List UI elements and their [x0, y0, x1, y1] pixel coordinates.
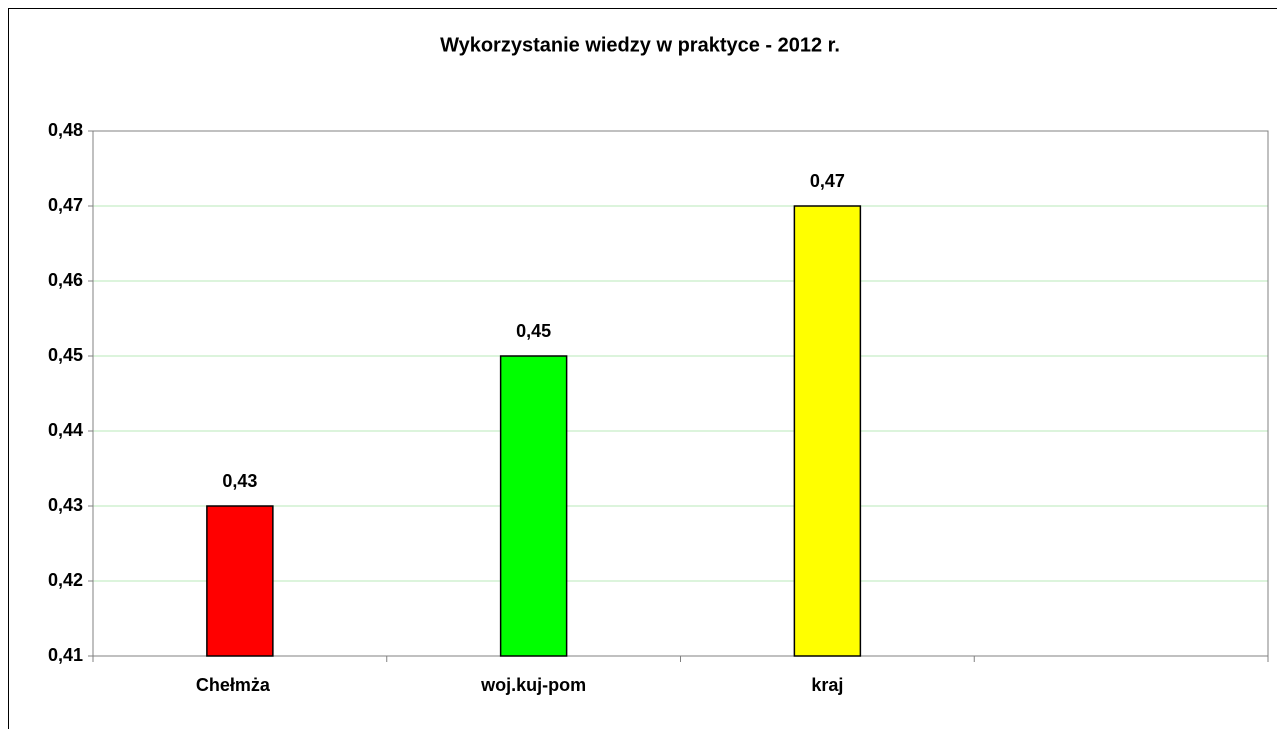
y-tick-label: 0,41 — [48, 645, 83, 665]
y-tick-label: 0,44 — [48, 420, 83, 440]
y-tick-label: 0,45 — [48, 345, 83, 365]
x-tick-label: kraj — [811, 675, 843, 695]
data-label: 0,43 — [222, 471, 257, 491]
y-tick-label: 0,46 — [48, 270, 83, 290]
bar — [501, 356, 567, 656]
y-tick-label: 0,48 — [48, 120, 83, 140]
data-label: 0,45 — [516, 321, 551, 341]
y-tick-label: 0,47 — [48, 195, 83, 215]
bar — [794, 206, 860, 656]
y-tick-label: 0,43 — [48, 495, 83, 515]
x-tick-label: woj.kuj-pom — [480, 675, 586, 695]
bar — [207, 506, 273, 656]
y-tick-label: 0,42 — [48, 570, 83, 590]
x-tick-label: Chełmża — [196, 675, 271, 695]
data-label: 0,47 — [810, 171, 845, 191]
chart-title: Wykorzystanie wiedzy w praktyce - 2012 r… — [440, 34, 840, 56]
chart-frame — [9, 9, 1277, 730]
